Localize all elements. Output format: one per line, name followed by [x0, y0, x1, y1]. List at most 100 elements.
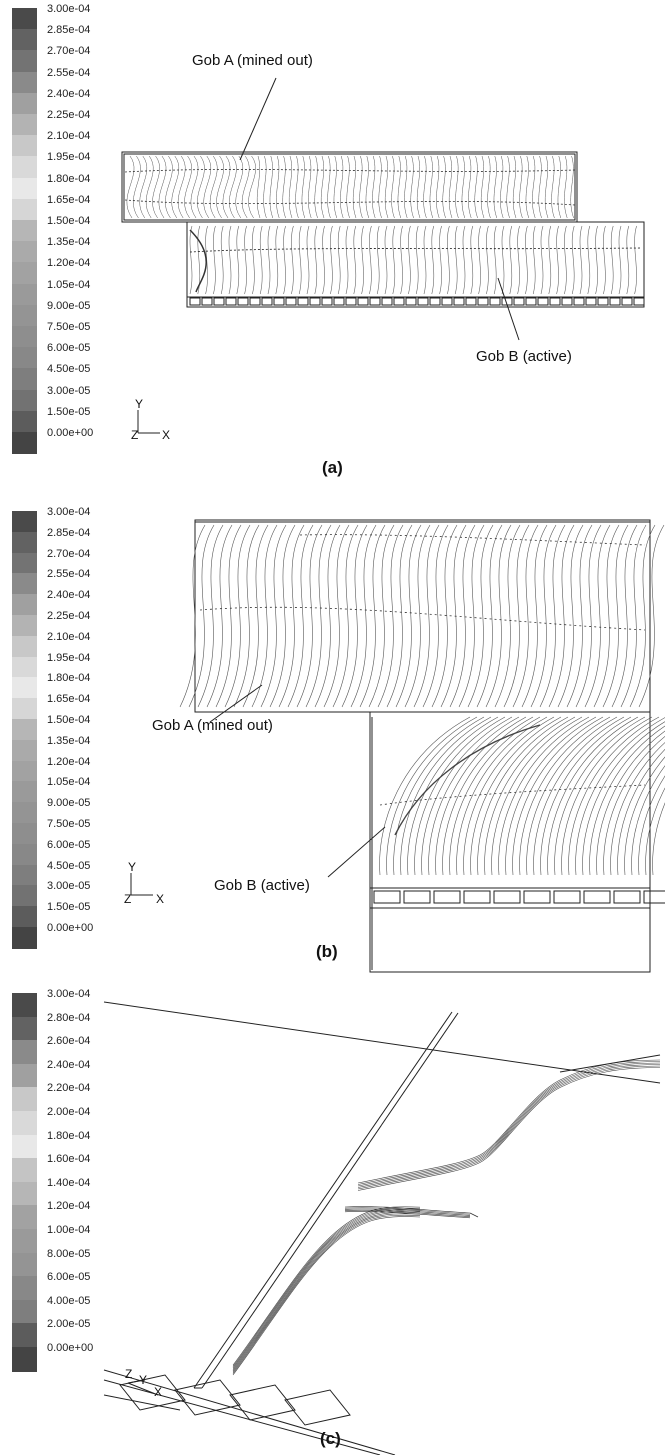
- gob-b-cell: [273, 297, 285, 306]
- streamline: [404, 155, 408, 219]
- legend-swatch: [12, 802, 37, 824]
- legend-label: 0.00e+00: [47, 427, 94, 439]
- streamline: [416, 155, 421, 219]
- gob-b-cell: [465, 297, 477, 306]
- streamline: [431, 524, 458, 708]
- streamline: [357, 1059, 661, 1184]
- legend-swatch: [12, 1229, 37, 1254]
- gob-b-box: [186, 221, 645, 298]
- gob-b-cell: [553, 890, 581, 904]
- streamline: [561, 716, 653, 876]
- gob-b-cell: [189, 297, 201, 306]
- gob-b-cell: [403, 890, 431, 904]
- axis-y-line: [127, 1379, 146, 1384]
- legend-label: 1.20e-04: [47, 755, 91, 768]
- streamline: [209, 155, 218, 219]
- streamline: [306, 225, 310, 295]
- legend-swatch: [12, 8, 37, 31]
- streamline: [617, 749, 665, 876]
- streamline: [377, 524, 404, 708]
- streamline: [165, 155, 173, 219]
- streamline: [386, 524, 413, 708]
- legend-swatch: [12, 615, 37, 637]
- streamline: [454, 225, 458, 295]
- streamline: [346, 155, 350, 219]
- streamline: [530, 524, 557, 708]
- streamline: [301, 155, 306, 219]
- streamline: [372, 155, 376, 219]
- streamline: [242, 524, 269, 708]
- streamline: [189, 229, 207, 293]
- legend-label: 1.95e-04: [47, 151, 91, 164]
- legend-label: 1.05e-04: [47, 278, 91, 291]
- gob-b-cell: [429, 297, 441, 306]
- streamline: [252, 225, 255, 295]
- streamline: [314, 225, 318, 295]
- streamline: [610, 742, 665, 876]
- legend-label: 2.85e-04: [47, 24, 91, 37]
- streamline: [291, 225, 294, 295]
- streamline: [256, 155, 261, 219]
- legend-label: 2.70e-04: [47, 45, 91, 58]
- caption-b: (b): [316, 942, 338, 961]
- gob-b-cell: [369, 297, 381, 306]
- streamline: [220, 225, 224, 295]
- legend-label: 3.00e-05: [47, 384, 91, 397]
- streamline: [295, 155, 299, 219]
- streamline: [126, 155, 135, 219]
- legend-label: 3.00e-05: [47, 880, 91, 893]
- legend-swatch: [12, 1252, 37, 1278]
- streamline: [378, 155, 382, 219]
- legend-swatch: [12, 698, 37, 720]
- caption-a: (a): [322, 458, 343, 477]
- streamline: [197, 155, 205, 219]
- streamline: [299, 534, 646, 546]
- streamline: [322, 225, 325, 295]
- gob-b-cell: [225, 297, 237, 306]
- legend-label: 9.00e-05: [47, 797, 91, 810]
- gob-b-cell: [549, 297, 561, 306]
- streamline: [241, 155, 250, 219]
- streamline: [436, 155, 440, 219]
- streamline: [519, 716, 611, 876]
- streamline: [449, 716, 541, 876]
- streamline: [456, 716, 548, 876]
- streamline: [384, 155, 389, 219]
- gob-b-cell: [583, 890, 611, 904]
- legend-label: 3.00e-04: [47, 506, 91, 518]
- streamline: [461, 155, 466, 219]
- gob-b-cell: [597, 297, 609, 306]
- axis-z-label: Z: [131, 428, 139, 442]
- legend-swatch: [12, 531, 37, 554]
- gob-b-cell: [585, 297, 597, 306]
- streamline: [392, 225, 396, 295]
- streamline: [224, 524, 251, 708]
- legend-swatch: [12, 781, 37, 804]
- streamline: [458, 524, 485, 708]
- legend-swatch: [12, 594, 37, 616]
- gob-b-cell: [493, 890, 521, 904]
- streamline: [177, 155, 186, 219]
- streamline: [330, 225, 333, 295]
- streamline: [400, 716, 492, 876]
- streamline: [260, 524, 287, 708]
- gob-b-cell: [405, 297, 417, 306]
- streamline: [486, 225, 489, 295]
- streamline: [357, 1067, 661, 1191]
- streamline: [538, 155, 542, 219]
- streamline: [610, 225, 614, 295]
- gob-b-cell: [373, 890, 401, 904]
- legend-swatch: [12, 739, 37, 762]
- gob-a-leader: [209, 684, 263, 723]
- floor-edge: [103, 1379, 381, 1455]
- streamline: [397, 155, 402, 219]
- streamline: [244, 225, 247, 295]
- streamline: [551, 155, 555, 219]
- legend-swatch: [12, 220, 37, 243]
- legend-swatch: [12, 1276, 37, 1301]
- gob-b-cell: [237, 297, 249, 306]
- streamline: [587, 225, 591, 295]
- gob-b-cell: [633, 297, 645, 306]
- streamline: [478, 225, 481, 295]
- streamline: [320, 155, 325, 219]
